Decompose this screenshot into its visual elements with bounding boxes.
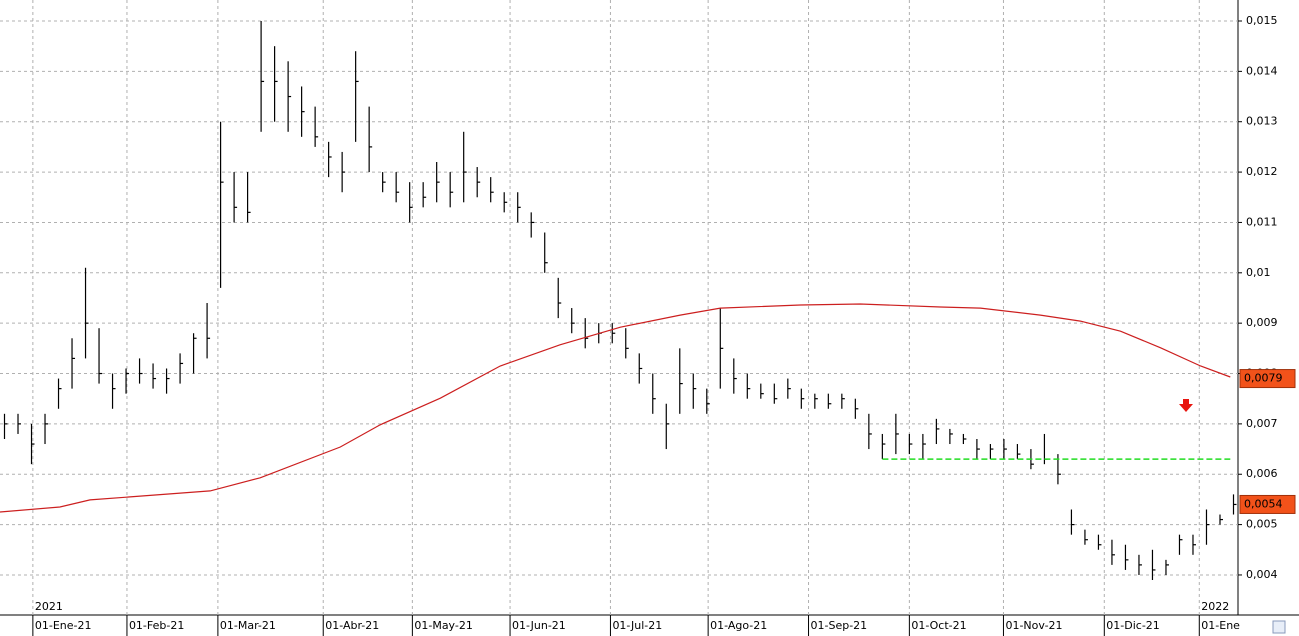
moving-average-line	[0, 303, 1231, 513]
y-tick-label: 0,005	[1246, 518, 1278, 531]
y-tick-label: 0,015	[1246, 14, 1278, 27]
price-label-box	[1239, 369, 1296, 389]
x-tick-label: 01-Dic-21	[1106, 619, 1160, 632]
year-label: 2021	[35, 600, 63, 613]
x-tick-label: 01-Ago-21	[710, 619, 767, 632]
y-tick-label: 0,014	[1246, 64, 1278, 77]
y-tick-label: 0,012	[1246, 165, 1278, 178]
price-label: 0,0054	[1244, 497, 1283, 510]
year-label: 2022	[1201, 600, 1229, 613]
x-tick-label: 01-Ene-21	[35, 619, 92, 632]
x-tick-label: 01-Feb-21	[129, 619, 184, 632]
corner-icon	[1272, 620, 1286, 634]
x-tick-label: 01-Jun-21	[512, 619, 566, 632]
y-tick-label: 0,01	[1246, 266, 1271, 279]
down-arrow	[1179, 399, 1193, 412]
price-label-box	[1239, 494, 1296, 514]
x-tick-label: 01-Sep-21	[811, 619, 868, 632]
x-tick-label: 01-May-21	[414, 619, 472, 632]
x-tick-label: 01-Nov-21	[1005, 619, 1062, 632]
x-tick-label: 01-Abr-21	[325, 619, 379, 632]
x-tick-label: 01-Jul-21	[612, 619, 662, 632]
price-label: 0,0079	[1244, 372, 1283, 385]
x-tick-label: 01-Ene	[1201, 619, 1240, 632]
y-tick-label: 0,004	[1246, 568, 1278, 581]
x-tick-label: 01-Oct-21	[911, 619, 966, 632]
y-tick-label: 0,011	[1246, 215, 1278, 228]
y-tick-label: 0,013	[1246, 115, 1278, 128]
y-tick-label: 0,007	[1246, 417, 1278, 430]
x-tick-label: 01-Mar-21	[220, 619, 276, 632]
y-tick-label: 0,009	[1246, 316, 1278, 329]
y-tick-label: 0,006	[1246, 467, 1278, 480]
